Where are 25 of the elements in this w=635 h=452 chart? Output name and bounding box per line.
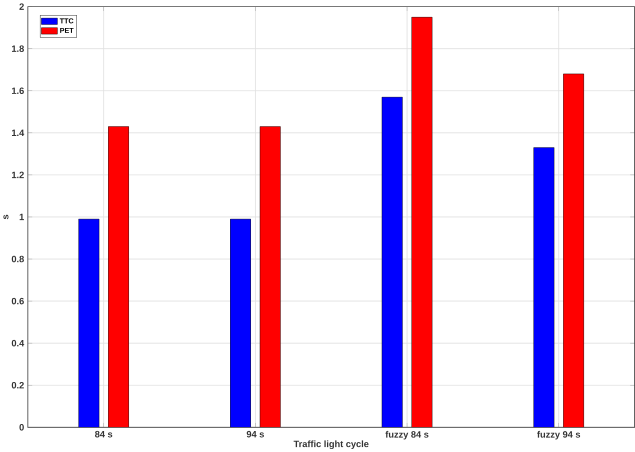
bar [108, 126, 129, 428]
bar [260, 126, 281, 428]
x-axis-title: Traffic light cycle [294, 440, 369, 449]
bar [230, 218, 251, 428]
bar [78, 218, 100, 428]
y-tick-label: 1.4 [12, 129, 24, 136]
x-tick-label: fuzzy 84 s [385, 430, 428, 440]
bar [533, 147, 554, 428]
x-tick-label: 84 s [95, 430, 112, 438]
x-tick-label: 94 s [246, 430, 264, 438]
bar [563, 74, 584, 428]
y-tick-label: 0 [19, 424, 24, 430]
x-tick-label: fuzzy 94 s [537, 430, 580, 440]
y-tick-label: 1.6 [12, 87, 24, 94]
y-tick-label: 2 [19, 3, 24, 10]
y-tick-label: 1 [20, 214, 24, 220]
y-tick-label: 0.6 [12, 298, 24, 304]
y-axis-title: s [3, 214, 8, 219]
y-tick-label: 1.2 [12, 171, 24, 178]
bar [382, 96, 403, 428]
y-tick-label: 0.4 [12, 340, 24, 346]
bar [411, 16, 432, 428]
y-tick-label: 0.8 [12, 256, 24, 262]
y-tick-label: 1.8 [12, 45, 24, 52]
y-tick-label: 0.2 [12, 382, 24, 388]
